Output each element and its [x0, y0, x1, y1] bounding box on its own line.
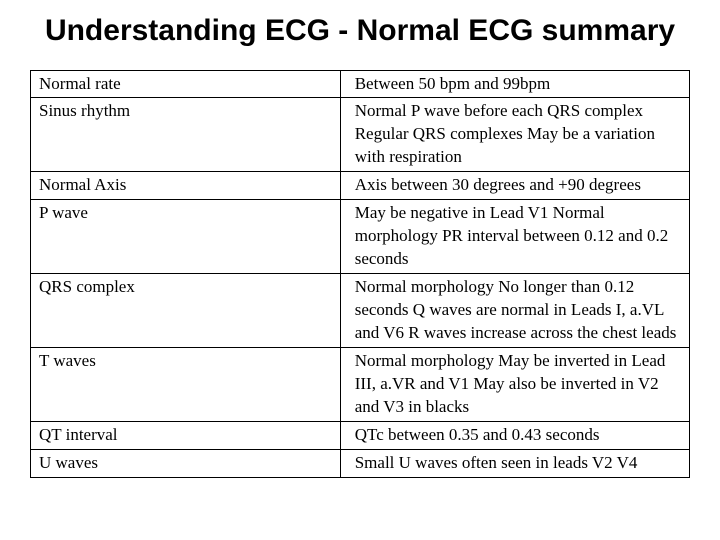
ecg-summary-table: Normal rate Between 50 bpm and 99bpm Sin…	[30, 70, 690, 478]
table-row: Sinus rhythm Normal P wave before each Q…	[31, 98, 690, 172]
row-value: Between 50 bpm and 99bpm	[340, 70, 689, 98]
row-value: Small U waves often seen in leads V2 V4	[340, 449, 689, 477]
row-value: Normal morphology No longer than 0.12 se…	[340, 274, 689, 348]
row-label: Sinus rhythm	[31, 98, 341, 172]
row-label: P wave	[31, 200, 341, 274]
table-row: T waves Normal morphology May be inverte…	[31, 347, 690, 421]
row-label: QT interval	[31, 421, 341, 449]
row-label: U waves	[31, 449, 341, 477]
row-value: May be negative in Lead V1 Normal morpho…	[340, 200, 689, 274]
table-row: Normal rate Between 50 bpm and 99bpm	[31, 70, 690, 98]
row-label: QRS complex	[31, 274, 341, 348]
table-row: Normal Axis Axis between 30 degrees and …	[31, 172, 690, 200]
table-body: Normal rate Between 50 bpm and 99bpm Sin…	[31, 70, 690, 477]
row-value: Axis between 30 degrees and +90 degrees	[340, 172, 689, 200]
table-row: U waves Small U waves often seen in lead…	[31, 449, 690, 477]
row-value: Normal P wave before each QRS complex Re…	[340, 98, 689, 172]
row-label: Normal Axis	[31, 172, 341, 200]
row-label: Normal rate	[31, 70, 341, 98]
table-row: QT interval QTc between 0.35 and 0.43 se…	[31, 421, 690, 449]
row-value: Normal morphology May be inverted in Lea…	[340, 347, 689, 421]
table-row: P wave May be negative in Lead V1 Normal…	[31, 200, 690, 274]
row-label: T waves	[31, 347, 341, 421]
page-title: Understanding ECG - Normal ECG summary	[30, 12, 690, 50]
table-row: QRS complex Normal morphology No longer …	[31, 274, 690, 348]
row-value: QTc between 0.35 and 0.43 seconds	[340, 421, 689, 449]
